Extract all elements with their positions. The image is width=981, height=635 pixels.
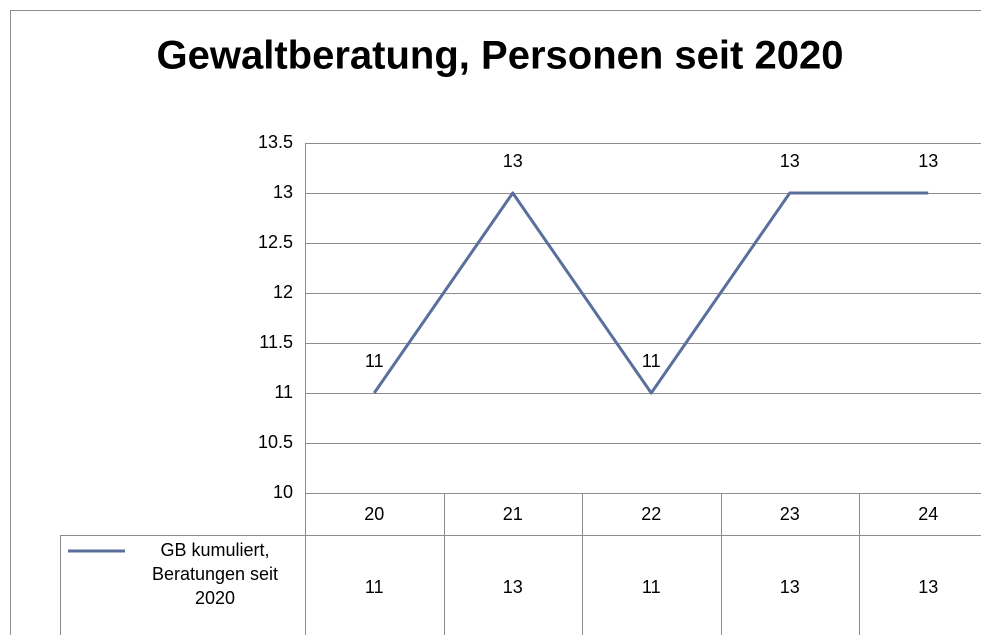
data-label: 11 bbox=[642, 351, 661, 371]
legend-label: GB kumuliert, Beratungen seit 2020 bbox=[151, 540, 279, 608]
data-label: 13 bbox=[918, 151, 938, 171]
y-tick-label: 11 bbox=[274, 382, 293, 402]
x-tick-label: 24 bbox=[918, 504, 938, 524]
data-label: 11 bbox=[365, 351, 384, 371]
y-tick-label: 10.5 bbox=[258, 432, 293, 452]
x-tick-label: 21 bbox=[503, 504, 523, 524]
data-label: 13 bbox=[503, 151, 523, 171]
table-value: 13 bbox=[503, 577, 523, 597]
table-value: 13 bbox=[780, 577, 800, 597]
x-tick-label: 20 bbox=[364, 504, 384, 524]
y-tick-label: 12.5 bbox=[258, 232, 293, 252]
chart-title: Gewaltberatung, Personen seit 2020 bbox=[157, 34, 844, 78]
table-value: 11 bbox=[365, 577, 384, 597]
y-tick-label: 11.5 bbox=[259, 332, 293, 352]
x-tick-label: 23 bbox=[780, 504, 800, 524]
y-tick-label: 13.5 bbox=[258, 132, 293, 152]
y-tick-label: 10 bbox=[273, 482, 293, 502]
table-value: 11 bbox=[642, 577, 661, 597]
x-tick-label: 22 bbox=[641, 504, 661, 524]
data-label: 13 bbox=[780, 151, 800, 171]
series-line bbox=[373, 191, 929, 395]
chart-border bbox=[10, 10, 981, 635]
y-tick-label: 13 bbox=[273, 182, 293, 202]
y-tick-label: 12 bbox=[273, 282, 293, 302]
table-value: 13 bbox=[918, 577, 938, 597]
